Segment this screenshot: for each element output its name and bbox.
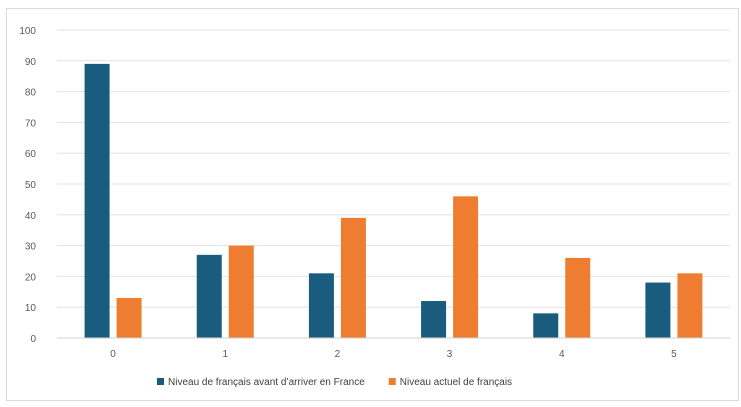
legend: Niveau de français avant d’arriver en Fr… [157,377,512,388]
x-tick-label: 4 [559,349,565,360]
y-tick-label: 60 [25,149,37,160]
y-tick-label: 100 [19,26,36,37]
legend-label: Niveau actuel de français [400,377,512,388]
bar-series-2-category-3 [453,196,479,338]
bars [84,63,703,338]
x-tick-label: 2 [335,349,341,360]
x-axis-ticks: 0 1 2 3 4 5 [110,349,677,360]
y-tick-label: 20 [25,272,37,283]
bar-series-1-category-4 [533,313,559,338]
bar-series-2-category-1 [228,245,254,338]
bar-series-2-category-5 [677,273,703,338]
bar-series-1-category-5 [645,282,671,338]
bar-series-1-category-0 [84,63,110,338]
bar-series-1-category-3 [421,301,447,338]
bar-series-1-category-2 [308,273,334,338]
legend-swatch [157,378,164,385]
y-axis-ticks: 0 10 20 30 40 50 60 70 80 90 100 [19,26,36,345]
bar-series-2-category-4 [565,257,591,338]
chart-frame: 0 10 20 30 40 50 60 70 80 90 100 0 1 2 3 4 5 Niveau de … [6,8,739,401]
legend-label: Niveau de français avant d’arriver en Fr… [168,377,365,388]
y-tick-label: 70 [25,118,37,129]
legend-swatch [388,378,396,385]
bar-series-2-category-0 [116,297,142,338]
x-tick-label: 3 [447,349,453,360]
x-tick-label: 0 [110,349,116,360]
gridlines [57,29,730,308]
bar-series-2-category-2 [340,217,366,338]
y-tick-label: 30 [25,242,37,253]
x-tick-label: 1 [222,349,228,360]
y-tick-label: 40 [25,211,37,222]
x-tick-label: 5 [671,349,677,360]
y-tick-label: 10 [25,303,37,314]
y-tick-label: 0 [30,334,36,345]
bar-series-1-category-1 [196,254,222,338]
y-tick-label: 50 [25,180,37,191]
bar-chart: 0 10 20 30 40 50 60 70 80 90 100 0 1 2 3 4 5 Niveau de … [19,26,730,388]
y-tick-label: 80 [25,88,37,99]
y-tick-label: 90 [25,57,37,68]
